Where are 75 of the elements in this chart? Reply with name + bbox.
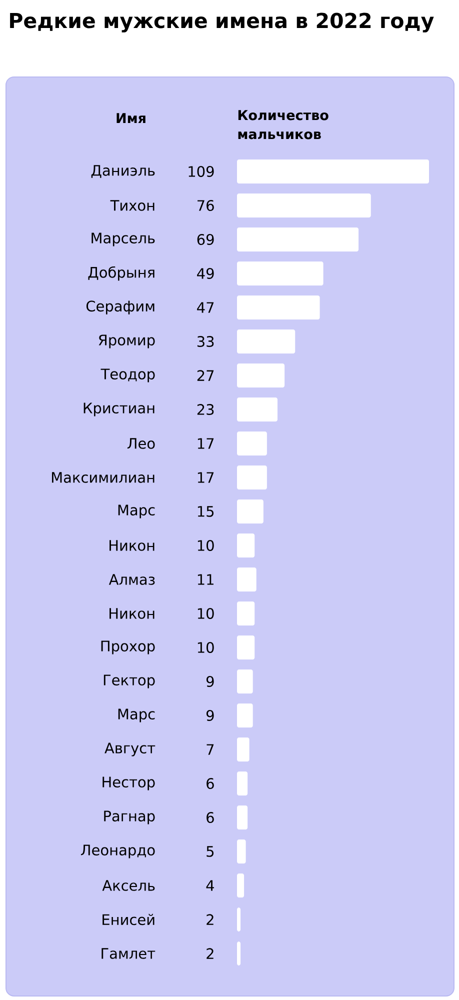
- bar: [237, 738, 250, 762]
- bar: [237, 874, 244, 898]
- y-tick-label: Марс: [118, 504, 155, 518]
- bar: [237, 534, 255, 558]
- y-tick-label: Добрыня: [88, 266, 154, 281]
- y-tick-label: Леонардо: [80, 844, 155, 858]
- bar: [237, 806, 248, 830]
- bar: [237, 670, 253, 694]
- y-tick-label: Аксель: [102, 880, 155, 891]
- data-label: 9: [206, 676, 214, 687]
- y-tick-label: Прохор: [101, 640, 155, 654]
- data-label: 17: [198, 472, 214, 483]
- bar: [237, 160, 430, 184]
- y-tick-label: Никон: [110, 540, 154, 551]
- data-label: 49: [197, 268, 214, 279]
- bar: [237, 704, 253, 728]
- bar: [237, 296, 320, 320]
- y-tick-label: Алмаз: [108, 574, 155, 585]
- y-tick-label: Яромир: [98, 334, 155, 348]
- y-tick-label: Лео: [127, 438, 155, 449]
- y-tick-label: Даниэль: [91, 165, 155, 178]
- data-label: 27: [197, 370, 214, 381]
- y-tick-label: Марсель: [92, 232, 155, 246]
- data-label: 69: [197, 234, 214, 245]
- y-tick-label: Кристиан: [84, 402, 154, 416]
- data-label: 7: [206, 744, 214, 755]
- data-label: 10: [198, 540, 214, 551]
- y-tick-label: Никон: [110, 608, 154, 619]
- y-tick-label: Тихон: [110, 200, 154, 211]
- data-label: 2: [206, 948, 214, 959]
- y-tick-label: Максимилиан: [52, 472, 154, 483]
- data-label: 6: [206, 778, 214, 789]
- data-label: 76: [198, 200, 214, 211]
- data-label: 10: [198, 608, 214, 619]
- y-tick-label: Гамлет: [102, 948, 156, 959]
- data-label: 9: [206, 710, 214, 721]
- bar: [237, 432, 267, 456]
- y-tick-label: Марс: [118, 708, 155, 722]
- bar: [237, 466, 267, 490]
- data-label: 15: [198, 506, 214, 517]
- bar: [237, 908, 241, 932]
- bar: [237, 636, 255, 660]
- data-label: 109: [188, 166, 214, 177]
- bar: [237, 772, 248, 796]
- data-label: 4: [206, 880, 214, 891]
- data-label: 33: [197, 336, 214, 347]
- y-tick-label: Серафим: [86, 300, 154, 314]
- y-axis-title: Имя: [116, 113, 146, 123]
- y-tick-label: Теодор: [100, 368, 155, 382]
- data-label: 10: [198, 642, 214, 653]
- bar: [237, 330, 296, 354]
- data-label: 17: [198, 438, 214, 449]
- x-axis-title: Количество мальчиков: [238, 110, 328, 140]
- data-label: 47: [197, 302, 214, 313]
- data-label: 6: [206, 812, 214, 823]
- data-label: 11: [198, 574, 214, 585]
- y-tick-label: Рагнар: [104, 810, 155, 824]
- bar: [237, 228, 359, 252]
- bar: [237, 364, 285, 388]
- bar: [237, 262, 324, 286]
- bar: [237, 500, 264, 524]
- bar: [237, 602, 255, 626]
- data-label: 2: [206, 914, 214, 925]
- y-tick-label: Енисей: [102, 914, 154, 926]
- chart-title: Редкие мужские имена в 2022 году: [10, 12, 434, 32]
- data-label: 5: [206, 846, 214, 857]
- bar: [237, 568, 256, 592]
- y-tick-label: Август: [104, 742, 156, 756]
- bar: [237, 840, 246, 864]
- bar: [237, 194, 371, 218]
- bar: [237, 942, 241, 966]
- y-tick-label: Нестор: [102, 776, 155, 790]
- bar: [237, 398, 278, 422]
- y-tick-label: Гектор: [104, 674, 155, 688]
- data-label: 23: [197, 404, 214, 415]
